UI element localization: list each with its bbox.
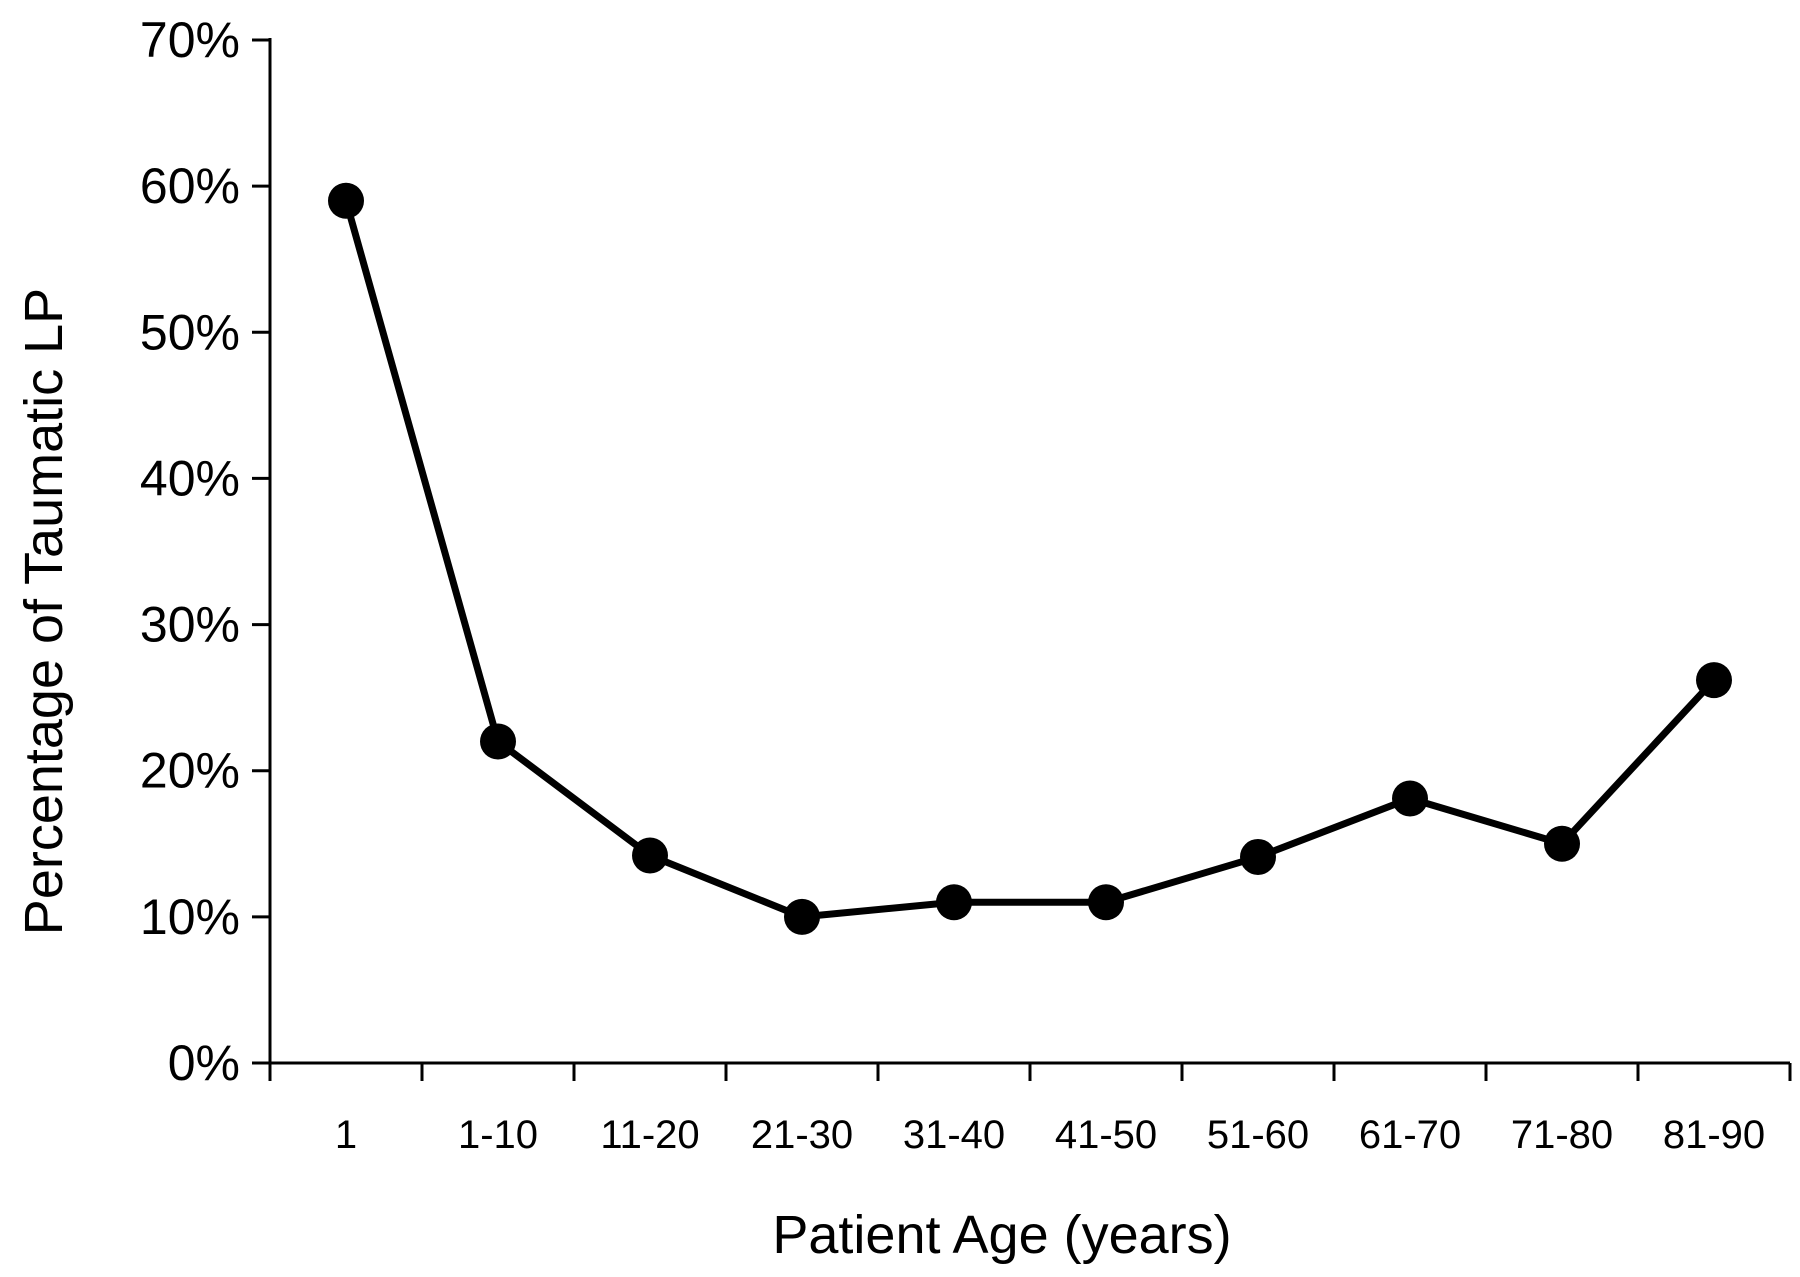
y-tick-label: 10% bbox=[140, 889, 240, 945]
data-point bbox=[1088, 884, 1124, 921]
axes bbox=[268, 38, 1790, 1065]
data-point bbox=[784, 898, 820, 935]
y-axis-title: Percentage of Taumatic LP bbox=[14, 288, 74, 935]
x-tick-label: 81-90 bbox=[1663, 1113, 1765, 1157]
series-line bbox=[342, 199, 1717, 921]
data-point bbox=[632, 837, 668, 874]
x-tick-label: 41-50 bbox=[1055, 1113, 1157, 1157]
data-point bbox=[1392, 780, 1428, 817]
x-axis-title: Patient Age (years) bbox=[772, 1205, 1231, 1265]
data-point bbox=[936, 884, 972, 921]
y-axis-ticks: 0% 10% 20% 30% 40% 50% 60% 70% bbox=[140, 12, 270, 1091]
y-tick-label: 20% bbox=[140, 743, 240, 799]
x-tick-label: 1-10 bbox=[458, 1113, 538, 1157]
y-tick-label: 0% bbox=[168, 1035, 240, 1091]
y-tick-label: 40% bbox=[140, 450, 240, 506]
x-tick-label: 51-60 bbox=[1207, 1113, 1309, 1157]
data-point bbox=[328, 182, 364, 219]
x-axis-ticks: 1 1-10 11-20 21-30 31-40 41-50 51-60 61-70 71-80… bbox=[268, 1063, 1792, 1157]
x-tick-label: 11-20 bbox=[600, 1113, 699, 1157]
y-tick-label: 70% bbox=[140, 12, 240, 68]
y-tick-label: 60% bbox=[140, 158, 240, 214]
x-tick-label: 1 bbox=[335, 1113, 357, 1157]
x-tick-label: 31-40 bbox=[903, 1113, 1005, 1157]
series-layer bbox=[328, 182, 1732, 935]
y-tick-label: 30% bbox=[140, 597, 240, 653]
data-point bbox=[1544, 825, 1580, 862]
x-tick-label: 71-80 bbox=[1511, 1113, 1613, 1157]
x-tick-label: 21-30 bbox=[751, 1113, 853, 1157]
y-tick-label: 50% bbox=[140, 304, 240, 360]
x-tick-label: 61-70 bbox=[1359, 1113, 1461, 1157]
data-point bbox=[480, 723, 516, 760]
data-point bbox=[1696, 662, 1732, 699]
data-point bbox=[1240, 838, 1276, 875]
